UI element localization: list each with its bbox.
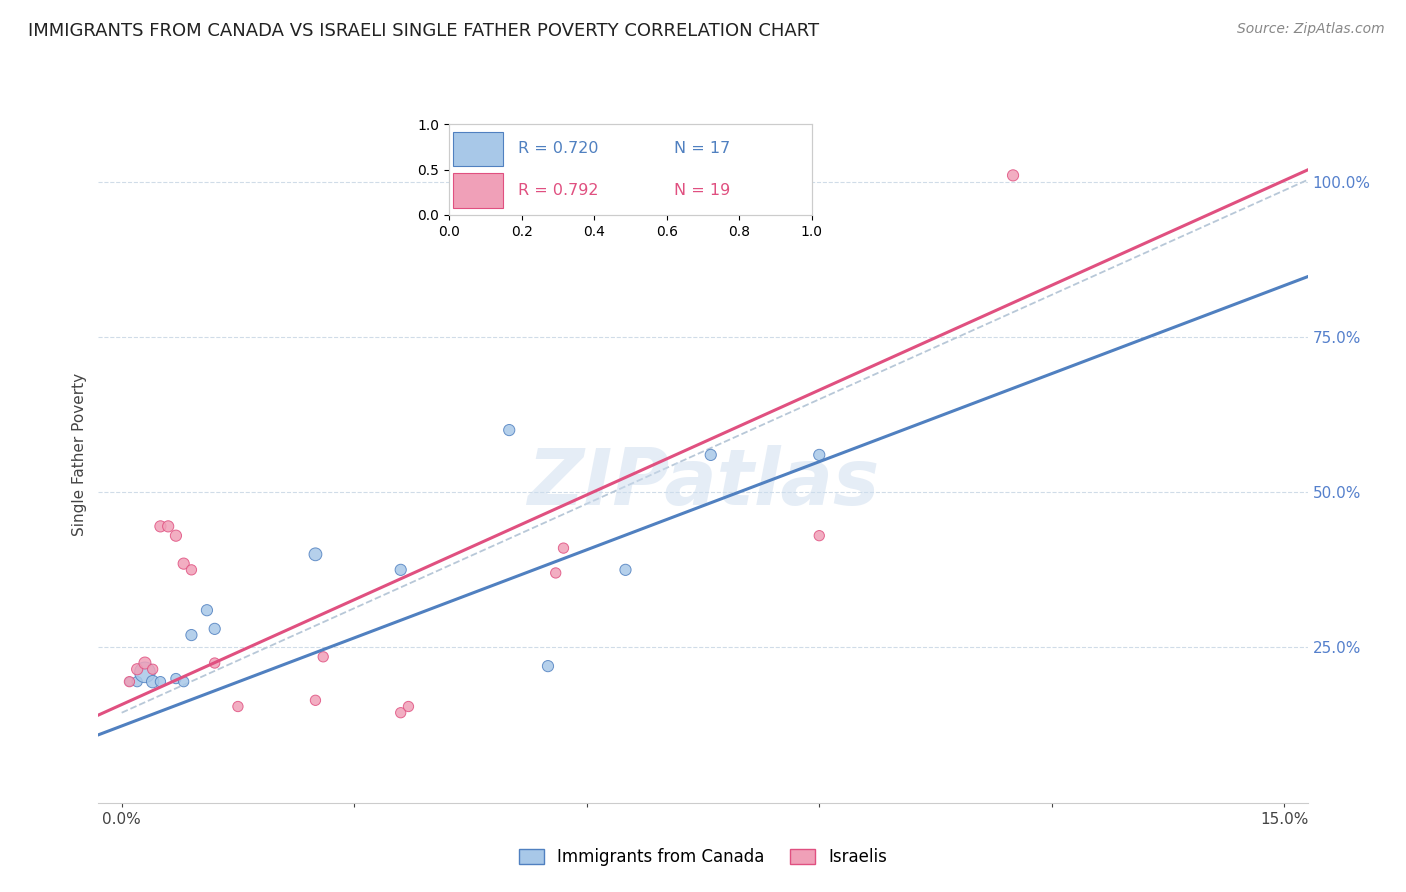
Point	[1002, 169, 1025, 183]
Point	[165, 529, 187, 543]
Point	[537, 659, 560, 673]
Legend: Immigrants from Canada, Israelis: Immigrants from Canada, Israelis	[510, 839, 896, 874]
Text: IMMIGRANTS FROM CANADA VS ISRAELI SINGLE FATHER POVERTY CORRELATION CHART: IMMIGRANTS FROM CANADA VS ISRAELI SINGLE…	[28, 22, 820, 40]
Point	[173, 557, 195, 571]
Point	[700, 448, 723, 462]
Point	[118, 674, 141, 689]
Y-axis label: Single Father Poverty: Single Father Poverty	[72, 374, 87, 536]
Point	[157, 519, 180, 533]
Point	[134, 656, 156, 670]
Point	[173, 674, 195, 689]
Point	[614, 563, 637, 577]
Point	[180, 563, 202, 577]
Point	[149, 674, 172, 689]
Point	[808, 529, 831, 543]
Point	[204, 656, 226, 670]
Point	[389, 706, 412, 720]
Text: ZIPatlas: ZIPatlas	[527, 445, 879, 521]
Point	[389, 563, 412, 577]
Text: Source: ZipAtlas.com: Source: ZipAtlas.com	[1237, 22, 1385, 37]
Point	[195, 603, 218, 617]
Point	[544, 566, 567, 580]
Point	[226, 699, 249, 714]
Point	[180, 628, 202, 642]
Point	[553, 541, 575, 555]
Point	[134, 665, 156, 680]
Point	[204, 622, 226, 636]
Point	[149, 519, 172, 533]
Point	[127, 662, 149, 676]
Point	[142, 674, 165, 689]
Point	[142, 662, 165, 676]
Point	[118, 674, 141, 689]
Point	[498, 423, 520, 437]
Point	[304, 693, 326, 707]
Point	[312, 649, 335, 664]
Point	[398, 699, 420, 714]
Point	[808, 448, 831, 462]
Point	[165, 672, 187, 686]
Point	[304, 547, 326, 561]
Point	[127, 674, 149, 689]
